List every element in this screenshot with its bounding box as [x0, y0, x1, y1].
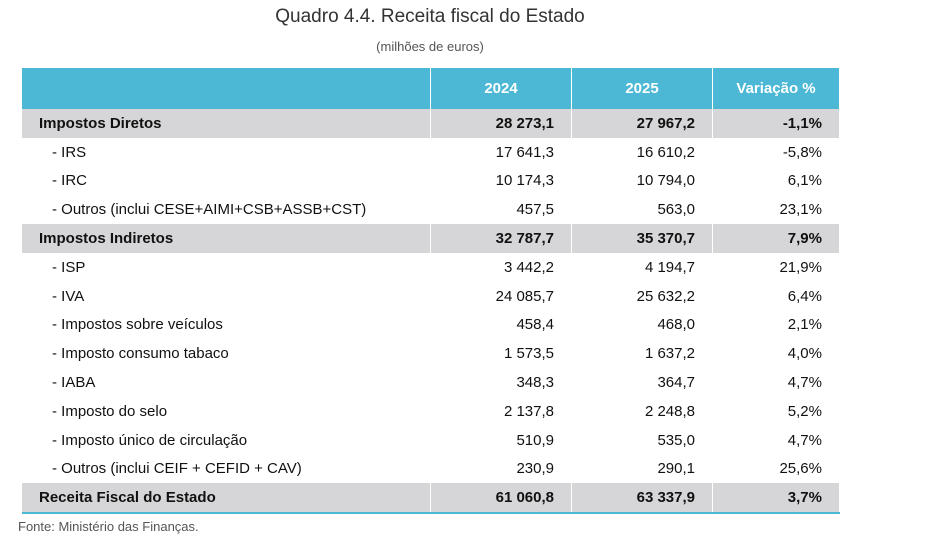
- table-row: - Imposto do selo 2 137,8 2 248,8 5,2%: [22, 396, 840, 426]
- title: Quadro 4.4. Receita fiscal do Estado: [275, 6, 585, 27]
- header-cell: Variação %: [712, 68, 840, 109]
- cell: 510,9: [430, 425, 572, 455]
- cell: 10 794,0: [571, 166, 713, 196]
- table-body: Impostos Diretos 28 273,1 27 967,2 -1,1% - I…: [22, 109, 840, 515]
- cell: 6,1%: [712, 166, 840, 196]
- table-row: - IABA 348,3 364,7 4,7%: [22, 368, 840, 397]
- cell: 10 174,3: [430, 166, 572, 196]
- cell: 563,0: [571, 195, 713, 225]
- cell: 4 194,7: [571, 252, 713, 282]
- table-row: - IRC 10 174,3 10 794,0 6,1%: [22, 166, 840, 196]
- table-row: - Imposto único de circulação 510,9 535,0 4…: [22, 425, 840, 455]
- row-label: - Impostos sobre veículos: [22, 310, 431, 340]
- table-row: - Outros (inclui CESE+AIMI+CSB+ASSB+CST)…: [22, 195, 840, 225]
- cell: 61 060,8: [430, 483, 572, 515]
- cell: 23,1%: [712, 195, 840, 225]
- cell: 468,0: [571, 310, 713, 340]
- table-row: - IRS 17 641,3 16 610,2 -5,8%: [22, 137, 840, 167]
- cell: 2 248,8: [571, 396, 713, 426]
- cell: 4,7%: [712, 425, 840, 455]
- cell: 5,2%: [712, 396, 840, 426]
- cell: 28 273,1: [430, 109, 572, 138]
- source: Fonte: Ministério das Finanças.: [18, 519, 199, 534]
- cell: 25 632,2: [571, 281, 713, 311]
- table-row: - Imposto consumo tabaco 1 573,5 1 637,2 4,…: [22, 339, 840, 369]
- table-row: Impostos Diretos 28 273,1 27 967,2 -1,1%: [22, 109, 840, 138]
- cell: 457,5: [430, 195, 572, 225]
- cell: 16 610,2: [571, 137, 713, 167]
- row-label: - IRS: [22, 137, 431, 167]
- row-label: - Outros (inclui CEIF + CEFID + CAV): [22, 454, 431, 484]
- table: 2024 2025 Variação % Impostos Diretos 28 …: [22, 68, 840, 515]
- row-label: Impostos Indiretos: [22, 224, 431, 253]
- cell: 21,9%: [712, 252, 840, 282]
- row-label: - IRC: [22, 166, 431, 196]
- cell: 4,7%: [712, 368, 840, 397]
- row-label: Receita Fiscal do Estado: [22, 483, 431, 515]
- cell: 1 637,2: [571, 339, 713, 369]
- cell: 3,7%: [712, 483, 840, 515]
- table-row: Receita Fiscal do Estado 61 060,8 63 337,9…: [22, 483, 840, 515]
- row-label: - Imposto consumo tabaco: [22, 339, 431, 369]
- cell: 32 787,7: [430, 224, 572, 253]
- table-row: - ISP 3 442,2 4 194,7 21,9%: [22, 252, 840, 282]
- cell: 25,6%: [712, 454, 840, 484]
- cell: 364,7: [571, 368, 713, 397]
- header-cell: 2024: [430, 68, 572, 109]
- row-label: - IVA: [22, 281, 431, 311]
- subtitle: (milhões de euros): [376, 39, 484, 54]
- row-label: - Imposto do selo: [22, 396, 431, 426]
- table-row: - IVA 24 085,7 25 632,2 6,4%: [22, 281, 840, 311]
- cell: 4,0%: [712, 339, 840, 369]
- cell: 2,1%: [712, 310, 840, 340]
- row-label: - Outros (inclui CESE+AIMI+CSB+ASSB+CST): [22, 195, 431, 225]
- row-label: - Imposto único de circulação: [22, 425, 431, 455]
- table-row: Impostos Indiretos 32 787,7 35 370,7 7,9%: [22, 224, 840, 253]
- header-cell: 2025: [571, 68, 713, 109]
- table-row: - Outros (inclui CEIF + CEFID + CAV) 230,…: [22, 454, 840, 484]
- row-label: - ISP: [22, 252, 431, 282]
- table-row: - Impostos sobre veículos 458,4 468,0 2,1%: [22, 310, 840, 340]
- row-label: - IABA: [22, 368, 431, 397]
- cell: 535,0: [571, 425, 713, 455]
- cell: 7,9%: [712, 224, 840, 253]
- cell: -1,1%: [712, 109, 840, 138]
- cell: 63 337,9: [571, 483, 713, 515]
- cell: 27 967,2: [571, 109, 713, 138]
- cell: 1 573,5: [430, 339, 572, 369]
- cell: 2 137,8: [430, 396, 572, 426]
- cell: 6,4%: [712, 281, 840, 311]
- cell: 35 370,7: [571, 224, 713, 253]
- cell: 290,1: [571, 454, 713, 484]
- cell: 17 641,3: [430, 137, 572, 167]
- header-row: 2024 2025 Variação %: [22, 68, 840, 109]
- cell: 458,4: [430, 310, 572, 340]
- row-label: Impostos Diretos: [22, 109, 431, 138]
- cell: 24 085,7: [430, 281, 572, 311]
- cell: 348,3: [430, 368, 572, 397]
- cell: -5,8%: [712, 137, 840, 167]
- cell: 230,9: [430, 454, 572, 484]
- cell: 3 442,2: [430, 252, 572, 282]
- header-cell: [22, 68, 431, 109]
